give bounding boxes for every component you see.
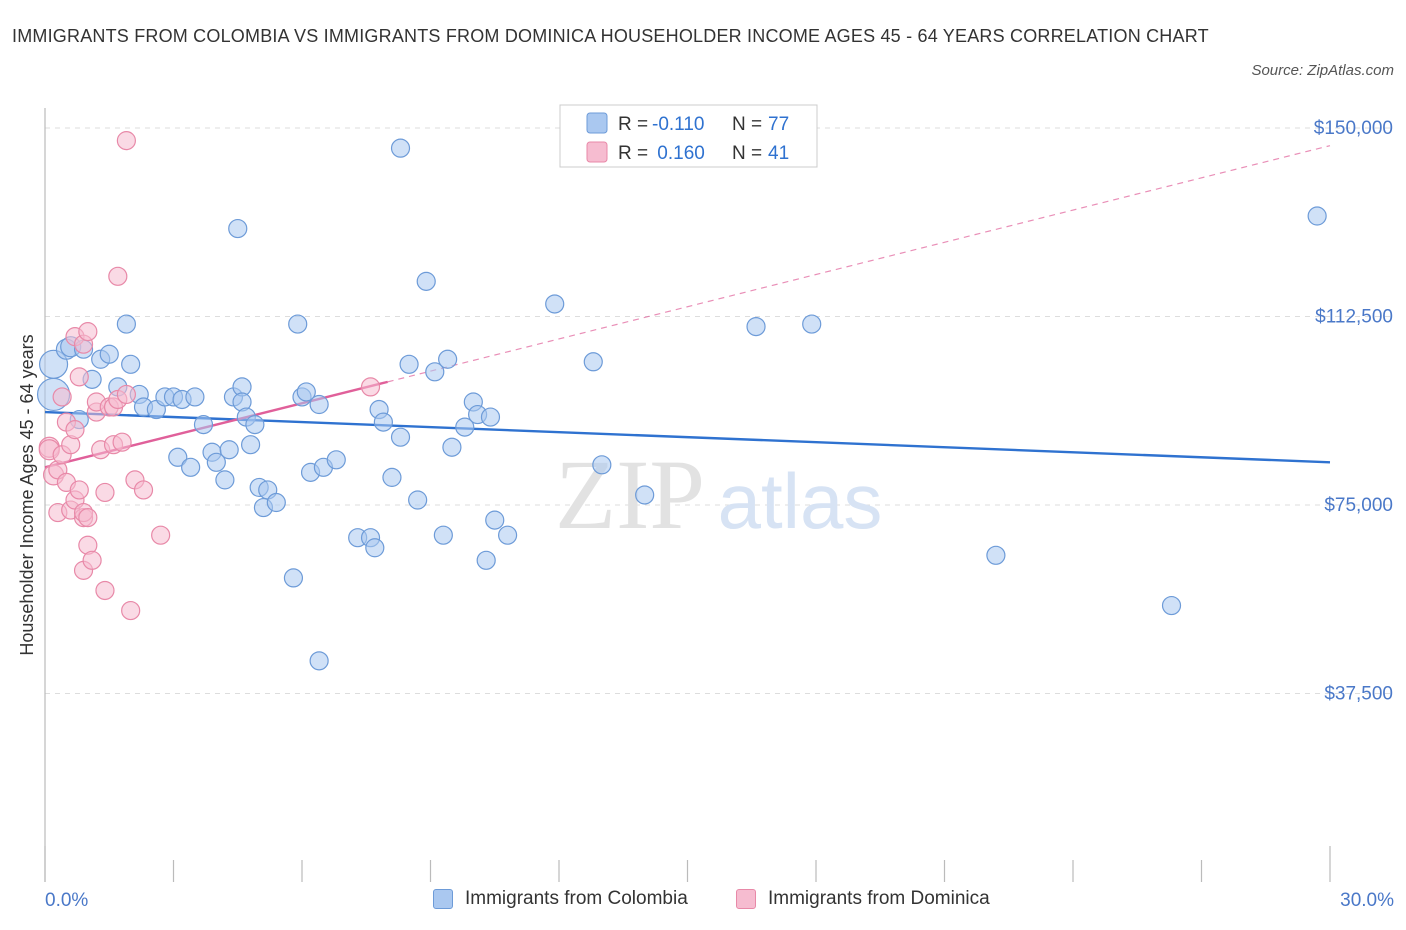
axes [44,108,1331,882]
y-tick-label-3: $150,000 [1314,118,1393,139]
legend: R = -0.110 N = 77 R = 0.160 N = 41 [559,104,818,168]
point-colombia-32 [245,415,265,435]
point-dominica-34 [108,266,128,286]
point-colombia-73 [802,314,822,334]
watermark-zip: ZIP [555,439,705,550]
trend-extension-dominica [387,145,1331,383]
point-colombia-44 [326,450,346,470]
point-colombia-69 [583,352,603,372]
point-dominica-14 [69,480,89,500]
point-colombia-8 [99,344,119,364]
point-dominica-23 [78,322,98,342]
point-dominica-33 [112,432,132,452]
point-colombia-11 [121,354,141,374]
point-colombia-74 [986,545,1006,565]
point-colombia-52 [390,427,411,447]
point-colombia-21 [193,415,214,435]
point-colombia-38 [288,314,308,334]
point-colombia-64 [476,550,496,570]
point-dominica-36 [116,131,136,151]
x-axis-max-label: 30.0% [1340,890,1394,911]
legend-n-label-colombia: N = [732,114,762,135]
point-dominica-11 [65,420,85,440]
point-colombia-18 [168,447,188,467]
bottom-legend: Immigrants from Colombia Immigrants from… [0,888,1406,918]
point-colombia-60 [442,437,462,457]
point-colombia-51 [382,467,402,487]
point-colombia-72 [746,316,766,337]
point-colombia-53 [390,138,411,158]
point-colombia-28 [228,218,248,239]
bottom-legend-label-colombia: Immigrants from Colombia [465,888,688,909]
point-colombia-71 [635,485,655,505]
y-tick-labels: $37,500 $75,000 $112,500 $150,000 [1314,118,1393,704]
point-colombia-50 [373,412,393,432]
point-dominica-35 [116,384,136,405]
point-colombia-25 [219,440,239,460]
point-colombia-40 [296,382,316,402]
legend-n-value-dominica: 41 [768,143,789,164]
point-dominica-28 [95,580,115,601]
watermark-atlas: atlas [718,457,883,545]
dominica-swatch [736,889,756,909]
point-colombia-57 [425,362,445,382]
point-colombia-66 [485,510,505,530]
point-colombia-24 [215,470,235,490]
point-dominica-27 [95,482,115,503]
point-dominica-13 [69,367,89,387]
point-colombia-67 [498,525,518,545]
point-colombia-48 [365,538,385,558]
point-colombia-10 [116,314,136,334]
bottom-legend-dominica: Immigrants from Dominica [736,888,990,910]
y-axis-label: Householder Income Ages 45 - 64 years [17,334,37,655]
point-colombia-65 [480,407,501,427]
point-colombia-42 [309,394,329,415]
legend-swatch-colombia [586,112,608,134]
point-dominica-19 [78,507,98,528]
x-axis-min-label: 0.0% [45,890,89,911]
legend-swatch-dominica [586,141,608,163]
point-colombia-70 [592,455,612,475]
point-colombia-61 [455,417,475,437]
point-colombia-55 [408,490,428,510]
point-colombia-54 [399,354,419,374]
point-dominica-40 [151,525,171,545]
point-colombia-20 [181,457,201,477]
point-colombia-58 [433,525,453,545]
y-tick-label-1: $75,000 [1324,495,1393,516]
watermark: ZIP atlas [555,439,882,550]
point-dominica-21 [82,550,102,570]
point-colombia-45 [309,651,329,671]
point-colombia-76 [1307,206,1327,226]
legend-n-value-colombia: 77 [768,114,789,135]
y-tick-label-2: $112,500 [1315,307,1393,328]
source-label: Source: ZipAtlas.com [1251,62,1394,79]
point-colombia-56 [416,271,436,291]
point-colombia-59 [438,349,458,369]
point-dominica-37 [121,600,141,621]
point-colombia-23 [206,452,226,472]
point-colombia-37 [283,568,304,588]
point-colombia-31 [241,435,261,455]
point-dominica-41 [360,377,381,397]
data-points [36,131,1327,671]
legend-r-label-dominica: R = [618,143,648,164]
chart-title: IMMIGRANTS FROM COLOMBIA VS IMMIGRANTS F… [12,26,1209,46]
bottom-legend-colombia: Immigrants from Colombia [433,888,688,910]
point-dominica-5 [52,387,72,407]
point-colombia-36 [266,492,286,513]
point-colombia-68 [545,294,565,314]
colombia-swatch [433,889,453,909]
point-colombia-19 [185,387,205,407]
point-colombia-75 [1161,595,1182,616]
point-dominica-39 [133,480,154,500]
legend-r-value-colombia: -0.110 [652,114,704,135]
legend-n-label-dominica: N = [732,143,762,164]
y-tick-label-0: $37,500 [1324,684,1393,705]
legend-r-value-dominica: 0.160 [652,143,705,164]
legend-r-label-colombia: R = [618,114,648,135]
bottom-legend-label-dominica: Immigrants from Dominica [768,888,990,909]
